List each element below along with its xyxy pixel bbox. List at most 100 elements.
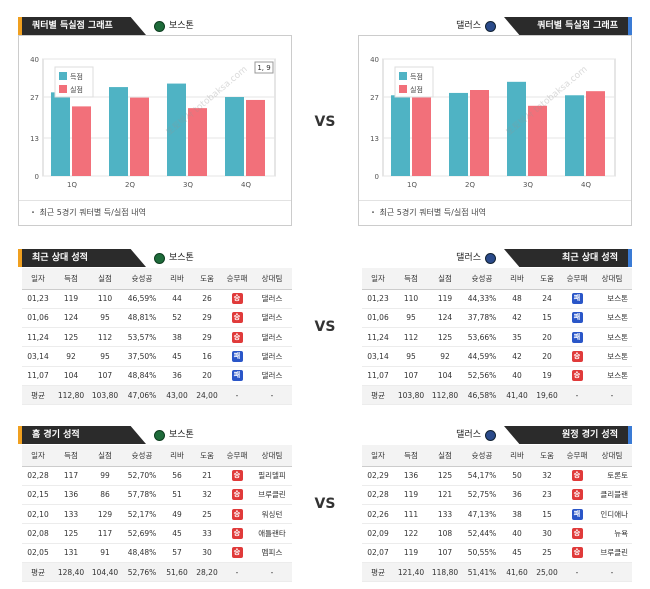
table-cell: 136 bbox=[54, 485, 88, 506]
table-cell: 29 bbox=[192, 327, 222, 348]
recent-title-left: 최근 상대 성적 bbox=[18, 249, 146, 267]
column-header: 승무패 bbox=[222, 445, 252, 467]
average-cell: 41,60 bbox=[502, 561, 532, 583]
table-cell: 45 bbox=[162, 523, 192, 544]
table-cell: 52,69% bbox=[122, 523, 162, 544]
average-cell: 46,58% bbox=[462, 384, 502, 406]
legend-label: 득점 bbox=[70, 73, 83, 81]
opponent-cell: 브루클린 bbox=[252, 485, 292, 506]
table-cell: 29 bbox=[192, 308, 222, 329]
table-cell: 50,55% bbox=[462, 543, 502, 563]
table-cell: 125 bbox=[54, 523, 88, 544]
x-tick-label: 3Q bbox=[183, 181, 193, 189]
column-header: 득점 bbox=[394, 445, 428, 467]
opponent-cell: 댈러스 bbox=[252, 366, 292, 386]
table-row: 02,10 133 129 52,17% 49 25 승 워싱턴 bbox=[22, 504, 292, 525]
bar-allowed bbox=[412, 91, 431, 176]
table-header-row: 일자 득점 실점 슛성공 리바 도움 승무패 상대팀 bbox=[22, 445, 292, 467]
table-cell: 111 bbox=[394, 504, 428, 525]
table-cell: 107 bbox=[428, 543, 462, 563]
celtics-logo-icon bbox=[154, 252, 165, 264]
quarter-title-left: 쿼터별 득실점 그래프 bbox=[18, 17, 146, 35]
x-tick-label: 4Q bbox=[581, 181, 591, 189]
recent-table-right: 일자 득점 실점 슛성공 리바 도움 승무패 상대팀 01,23 110 119 44,33% 48 24… bbox=[362, 268, 632, 406]
win-badge: 승 bbox=[231, 331, 243, 343]
table-cell: 36 bbox=[502, 485, 532, 506]
win-badge: 승 bbox=[231, 508, 243, 520]
quarter-note-text-left: 최근 5경기 쿼터별 득/실점 내역 bbox=[39, 208, 146, 217]
table-row: 02,09 122 108 52,44% 40 30 승 뉴욕 bbox=[362, 523, 632, 544]
table-cell: 50 bbox=[502, 466, 532, 486]
legend-label: 실점 bbox=[70, 85, 83, 94]
average-cell: 104,40 bbox=[88, 561, 122, 583]
table-cell: 45 bbox=[502, 543, 532, 563]
legend-swatch bbox=[399, 85, 407, 93]
column-header: 실점 bbox=[428, 268, 462, 290]
bar-allowed bbox=[470, 90, 489, 176]
table-cell: 02,09 bbox=[362, 523, 394, 544]
result-cell: 패 bbox=[562, 308, 592, 329]
table-cell: 48,84% bbox=[122, 366, 162, 386]
table-row: 11,07 107 104 52,56% 40 19 승 보스톤 bbox=[362, 366, 632, 386]
table-row: 11,24 125 112 53,57% 38 29 승 댈러스 bbox=[22, 327, 292, 348]
column-header: 도움 bbox=[532, 445, 562, 467]
table-row: 01,06 124 95 48,81% 52 29 승 댈러스 bbox=[22, 308, 292, 329]
table-cell: 25 bbox=[192, 504, 222, 525]
table-cell: 52,75% bbox=[462, 485, 502, 506]
table-row: 02,28 119 121 52,75% 36 23 승 클리블랜 bbox=[362, 485, 632, 506]
quarter-header-right: 쿼터별 득실점 그래프 댈러스 bbox=[362, 17, 632, 35]
average-cell: 51,41% bbox=[462, 561, 502, 583]
table-cell: 54,17% bbox=[462, 466, 502, 486]
win-badge: 승 bbox=[571, 547, 583, 559]
home-team-left: 보스톤 bbox=[154, 426, 194, 444]
win-badge: 승 bbox=[571, 351, 583, 363]
table-cell: 20 bbox=[192, 366, 222, 386]
quarter-team-right: 댈러스 bbox=[456, 17, 496, 35]
table-row: 01,23 119 110 46,59% 44 26 승 댈러스 bbox=[22, 289, 292, 309]
column-header: 승무패 bbox=[562, 268, 592, 290]
result-cell: 승 bbox=[222, 289, 252, 309]
recent-team-right: 댈러스 bbox=[456, 249, 496, 267]
table-cell: 02,15 bbox=[22, 485, 54, 506]
page-indicator: 1, 9 bbox=[257, 64, 270, 72]
average-cell: 47,06% bbox=[122, 384, 162, 406]
away-header-right: 원정 경기 성적 댈러스 bbox=[362, 426, 632, 444]
average-cell: 103,80 bbox=[88, 384, 122, 406]
mavericks-logo-icon bbox=[485, 20, 496, 32]
bar-allowed bbox=[188, 108, 207, 176]
column-header: 실점 bbox=[88, 268, 122, 290]
recent-header-left: 최근 상대 성적 보스톤 bbox=[18, 249, 288, 267]
table-cell: 133 bbox=[428, 504, 462, 525]
table-cell: 01,06 bbox=[22, 308, 54, 329]
table-cell: 92 bbox=[54, 346, 88, 367]
table-cell: 119 bbox=[394, 543, 428, 563]
table-cell: 20 bbox=[532, 346, 562, 367]
quarter-team-name-left: 보스톤 bbox=[169, 21, 194, 31]
table-cell: 110 bbox=[394, 289, 428, 309]
table-cell: 136 bbox=[394, 466, 428, 486]
legend-label: 득점 bbox=[410, 73, 423, 81]
table-cell: 125 bbox=[428, 327, 462, 348]
away-title-right: 원정 경기 성적 bbox=[504, 426, 632, 444]
opponent-cell: 보스톤 bbox=[592, 308, 632, 329]
average-cell: 평균 bbox=[22, 384, 54, 406]
result-cell: 패 bbox=[562, 504, 592, 525]
table-cell: 112 bbox=[88, 327, 122, 348]
vs-label-recent: VS bbox=[314, 319, 336, 335]
opponent-cell: 워싱턴 bbox=[252, 504, 292, 525]
win-badge: 승 bbox=[231, 528, 243, 540]
vs-label-quarter: VS bbox=[314, 114, 336, 130]
opponent-cell: 애틀랜타 bbox=[252, 523, 292, 544]
table-cell: 03,14 bbox=[22, 346, 54, 367]
win-badge: 승 bbox=[231, 293, 243, 305]
table-cell: 37,50% bbox=[122, 346, 162, 367]
table-cell: 11,24 bbox=[22, 327, 54, 348]
column-header: 득점 bbox=[394, 268, 428, 290]
table-cell: 44,33% bbox=[462, 289, 502, 309]
table-cell: 38 bbox=[502, 504, 532, 525]
opponent-cell: 필리델피 bbox=[252, 466, 292, 486]
x-tick-label: 1Q bbox=[67, 181, 77, 189]
table-cell: 02,05 bbox=[22, 543, 54, 563]
table-cell: 99 bbox=[88, 466, 122, 486]
